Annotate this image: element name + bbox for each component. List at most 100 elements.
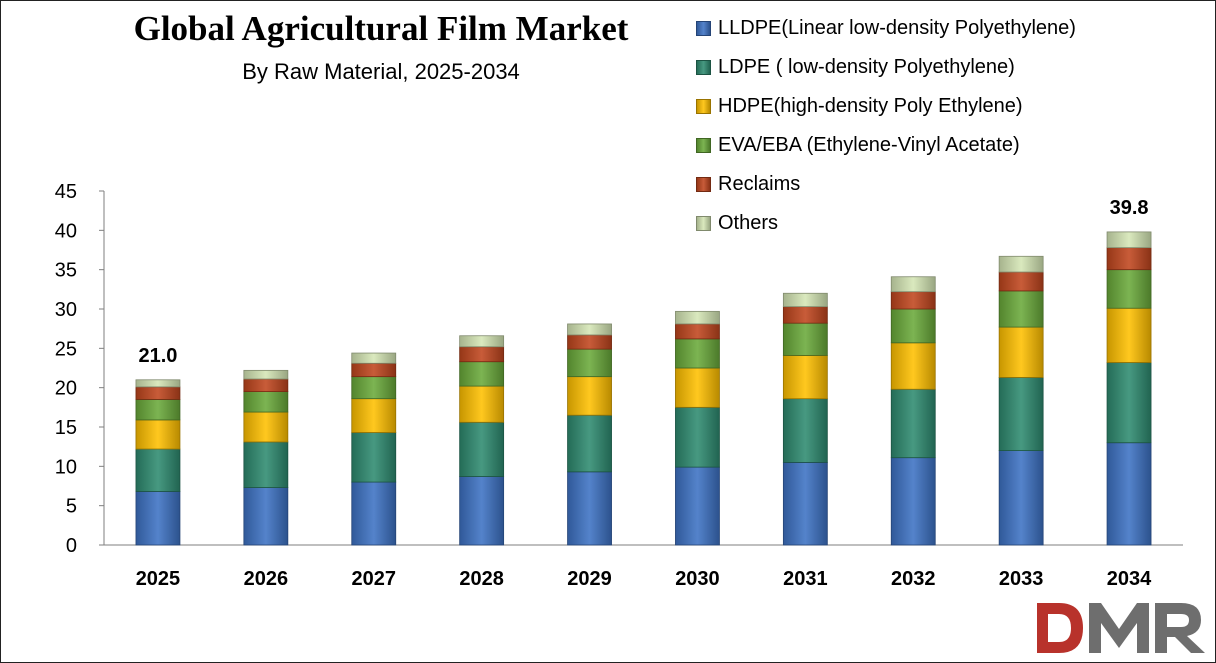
bar-segment bbox=[998, 377, 1044, 452]
bar-segment bbox=[351, 481, 397, 546]
bar-segment bbox=[351, 352, 397, 364]
x-tick-label: 2031 bbox=[783, 568, 828, 590]
bar-segment bbox=[135, 448, 181, 492]
bar-segment bbox=[890, 308, 936, 344]
bar-segment bbox=[567, 334, 612, 350]
bar-segment bbox=[1106, 362, 1152, 444]
legend-item: Others bbox=[696, 204, 1076, 243]
bar-segment bbox=[675, 406, 720, 468]
x-tick-label: 2025 bbox=[136, 568, 181, 590]
legend-label: Others bbox=[718, 212, 779, 234]
y-tick-label: 10 bbox=[55, 456, 77, 478]
bar-segment bbox=[459, 421, 505, 477]
legend-label: LLDPE(Linear low-density Polyethylene) bbox=[718, 17, 1076, 39]
bar-segment bbox=[890, 291, 936, 310]
legend-swatch bbox=[696, 216, 711, 231]
bar-segment bbox=[998, 326, 1044, 378]
legend-label: Reclaims bbox=[718, 173, 801, 195]
bar-segment bbox=[459, 385, 505, 423]
y-tick-label: 25 bbox=[55, 338, 77, 360]
x-tick-label: 2032 bbox=[891, 568, 936, 590]
bar-segment bbox=[135, 419, 181, 450]
x-tick-label: 2028 bbox=[459, 568, 504, 590]
bar-segment bbox=[567, 323, 612, 336]
x-tick-label: 2034 bbox=[1107, 568, 1152, 590]
legend-item: EVA/EBA (Ethylene-Vinyl Acetate) bbox=[696, 126, 1076, 165]
y-tick-label: 20 bbox=[55, 378, 77, 400]
bar-segment bbox=[243, 487, 289, 546]
bar-segment bbox=[890, 276, 936, 293]
bar-segment bbox=[459, 335, 505, 348]
bar-segment bbox=[675, 338, 720, 369]
x-tick-label: 2026 bbox=[244, 568, 289, 590]
bar-segment bbox=[567, 471, 612, 546]
legend-label: EVA/EBA (Ethylene-Vinyl Acetate) bbox=[718, 134, 1020, 156]
legend-swatch bbox=[696, 60, 711, 75]
legend-label: HDPE(high-density Poly Ethylene) bbox=[718, 95, 1023, 117]
bar-segment bbox=[567, 348, 612, 378]
bar-segment bbox=[135, 491, 181, 546]
bar-segment bbox=[351, 376, 397, 400]
bar-segment bbox=[782, 292, 828, 308]
chart-legend: LLDPE(Linear low-density Polyethylene) LD… bbox=[696, 9, 1076, 243]
bar-segment bbox=[567, 376, 612, 416]
bar-segment bbox=[1106, 231, 1152, 249]
legend-swatch bbox=[696, 177, 711, 192]
x-tick-label: 2033 bbox=[999, 568, 1044, 590]
bar-segment bbox=[998, 271, 1044, 292]
legend-swatch bbox=[696, 99, 711, 114]
legend-item: Reclaims bbox=[696, 165, 1076, 204]
y-tick-label: 40 bbox=[55, 220, 77, 242]
bar-segment bbox=[782, 398, 828, 463]
y-tick-label: 5 bbox=[66, 496, 77, 518]
total-data-label: 39.8 bbox=[1110, 197, 1149, 219]
bar-segment bbox=[675, 466, 720, 546]
bar-segment bbox=[135, 399, 181, 421]
chart-title: Global Agricultural Film Market bbox=[133, 9, 629, 48]
bar-segment bbox=[782, 355, 828, 400]
bar-segment bbox=[351, 362, 397, 378]
x-tick-label: 2030 bbox=[675, 568, 720, 590]
bar-segment bbox=[782, 461, 828, 546]
legend-item: HDPE(high-density Poly Ethylene) bbox=[696, 87, 1076, 126]
bar-segment bbox=[243, 441, 289, 488]
bar-segment bbox=[135, 386, 181, 400]
y-tick-label: 15 bbox=[55, 417, 77, 439]
bar-segment bbox=[890, 457, 936, 546]
legend-item: LLDPE(Linear low-density Polyethylene) bbox=[696, 9, 1076, 48]
x-tick-label: 2027 bbox=[352, 568, 397, 590]
bar-segment bbox=[998, 290, 1044, 328]
x-tick-label: 2029 bbox=[567, 568, 612, 590]
bar-segment bbox=[998, 450, 1044, 546]
bar-segment bbox=[782, 306, 828, 324]
legend-label: LDPE ( low-density Polyethylene) bbox=[718, 56, 1015, 78]
total-data-label: 21.0 bbox=[138, 345, 177, 367]
y-tick-label: 0 bbox=[66, 535, 77, 557]
bar-segment bbox=[675, 367, 720, 408]
legend-swatch bbox=[696, 21, 711, 36]
bar-segment bbox=[1106, 247, 1152, 271]
legend-swatch bbox=[696, 138, 711, 153]
bar-segment bbox=[782, 322, 828, 356]
bar-segment bbox=[351, 432, 397, 483]
bar-segment bbox=[890, 342, 936, 390]
bar-segment bbox=[243, 378, 289, 393]
legend-item: LDPE ( low-density Polyethylene) bbox=[696, 48, 1076, 87]
bar-segment bbox=[243, 369, 289, 380]
bar-segment bbox=[243, 391, 289, 413]
dmr-logo bbox=[1037, 603, 1205, 653]
bar-segment bbox=[998, 255, 1044, 273]
bar-segment bbox=[567, 414, 612, 473]
y-tick-label: 35 bbox=[55, 260, 77, 282]
y-tick-label: 30 bbox=[55, 299, 77, 321]
bar-segment bbox=[459, 476, 505, 546]
chart-subtitle: By Raw Material, 2025-2034 bbox=[242, 59, 520, 84]
y-tick-label: 45 bbox=[55, 181, 77, 203]
bar-segment bbox=[459, 361, 505, 387]
bar-segment bbox=[135, 379, 181, 388]
bar-segment bbox=[1106, 269, 1152, 309]
bar-segment bbox=[1106, 307, 1152, 363]
bar-segment bbox=[675, 310, 720, 325]
